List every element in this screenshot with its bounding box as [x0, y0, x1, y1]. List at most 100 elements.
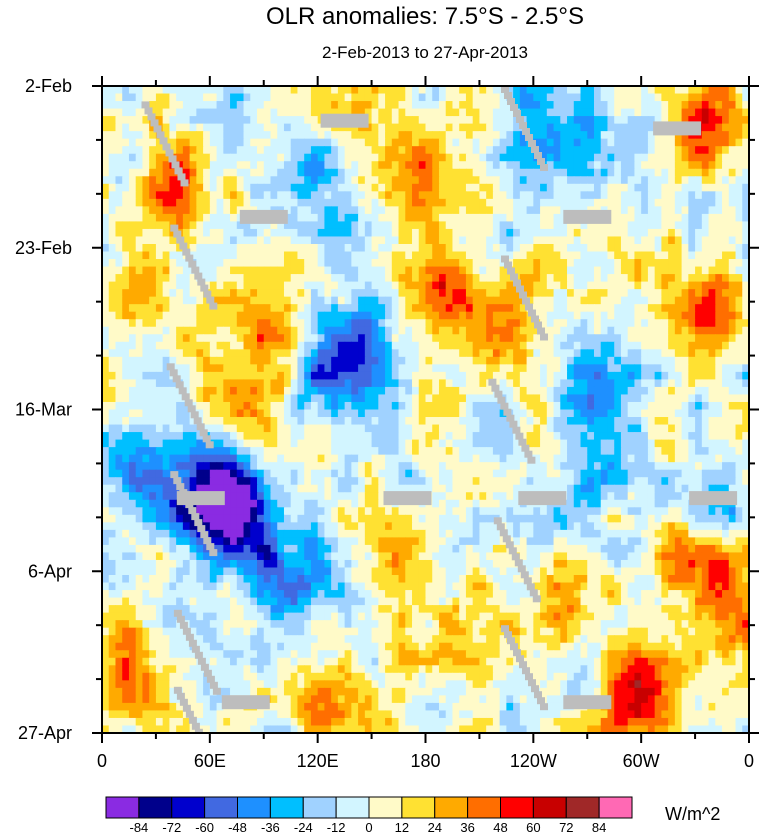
field-cell: [142, 356, 150, 365]
field-cell: [634, 364, 642, 373]
field-cell: [587, 469, 595, 478]
field-cell: [540, 213, 548, 223]
field-cell: [243, 386, 251, 396]
field-cell: [391, 221, 400, 230]
field-cell: [425, 213, 433, 223]
field-cell: [546, 289, 555, 298]
field-cell: [681, 221, 689, 230]
field-cell: [290, 108, 299, 117]
field-cell: [337, 401, 346, 411]
field-cell: [250, 371, 258, 380]
field-cell: [580, 356, 588, 365]
field-cell: [142, 386, 150, 396]
field-cell: [203, 161, 211, 170]
field-cell: [438, 266, 447, 275]
field-cell: [102, 447, 110, 456]
field-cell: [337, 153, 346, 162]
field-cell: [661, 221, 669, 230]
field-cell: [263, 296, 272, 305]
field-cell: [641, 108, 649, 117]
field-cell: [614, 259, 622, 268]
field-cell: [492, 168, 501, 177]
field-cell: [445, 326, 454, 335]
field-cell: [432, 424, 440, 433]
field-cell: [128, 462, 137, 471]
field-cell: [162, 274, 170, 283]
field-cell: [438, 439, 447, 448]
field-cell: [344, 183, 352, 192]
field-cell: [176, 417, 184, 426]
field-cell: [162, 93, 170, 102]
field-cell: [526, 462, 534, 471]
field-cell: [432, 116, 440, 125]
field-cell: [546, 439, 555, 448]
field-cell: [277, 401, 285, 411]
field-cell: [209, 417, 218, 426]
field-cell: [108, 168, 117, 177]
field-cell: [391, 469, 400, 478]
field-cell: [526, 334, 534, 343]
field-cell: [647, 86, 656, 95]
field-cell: [593, 349, 602, 358]
field-cell: [108, 116, 117, 125]
field-cell: [735, 266, 743, 275]
field-cell: [715, 146, 723, 155]
field-cell: [149, 349, 157, 358]
field-cell: [364, 447, 373, 456]
field-cell: [243, 243, 251, 253]
field-cell: [708, 281, 716, 290]
field-cell: [277, 183, 285, 192]
field-cell: [203, 228, 211, 238]
field-cell: [418, 221, 427, 230]
field-cell: [412, 161, 420, 170]
field-cell: [102, 266, 110, 275]
field-cell: [620, 394, 629, 403]
field-cell: [533, 266, 541, 275]
field-cell: [149, 432, 157, 441]
field-cell: [283, 153, 292, 162]
field-cell: [290, 447, 299, 456]
field-cell: [425, 281, 433, 290]
field-cell: [533, 439, 541, 448]
field-cell: [735, 259, 743, 268]
field-cell: [715, 394, 723, 403]
field-cell: [250, 108, 258, 117]
field-cell: [270, 176, 278, 185]
field-cell: [149, 198, 157, 207]
field-cell: [412, 356, 420, 365]
field-cell: [398, 311, 406, 320]
field-cell: [641, 131, 649, 140]
field-cell: [499, 371, 507, 380]
field-cell: [122, 168, 130, 177]
field-cell: [647, 319, 656, 328]
field-cell: [243, 259, 251, 268]
field-cell: [735, 198, 743, 207]
field-cell: [600, 86, 609, 95]
field-cell: [203, 364, 211, 373]
field-cell: [573, 462, 582, 471]
field-cell: [142, 394, 150, 403]
field-cell: [216, 401, 224, 411]
field-cell: [344, 356, 352, 365]
field-cell: [668, 417, 676, 426]
field-cell: [607, 349, 615, 358]
field-cell: [257, 176, 265, 185]
field-cell: [310, 198, 319, 207]
field-cell: [351, 417, 359, 426]
field-cell: [351, 386, 359, 396]
field-cell: [513, 123, 521, 132]
field-cell: [701, 319, 710, 328]
field-cell: [728, 386, 737, 396]
field-cell: [641, 326, 649, 335]
field-cell: [728, 319, 737, 328]
field-cell: [324, 153, 332, 162]
field-cell: [257, 304, 265, 313]
field-cell: [230, 236, 238, 245]
field-cell: [412, 153, 420, 162]
field-cell: [304, 326, 312, 335]
field-cell: [277, 469, 285, 478]
field-cell: [102, 221, 110, 230]
field-cell: [243, 341, 251, 350]
field-cell: [102, 326, 110, 335]
field-cell: [182, 334, 191, 343]
